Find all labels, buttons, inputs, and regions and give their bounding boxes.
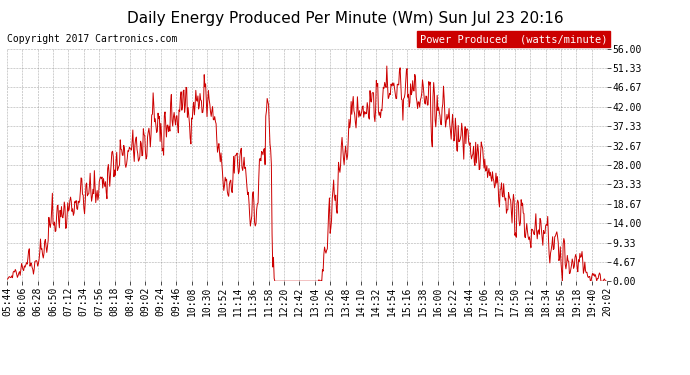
Text: Daily Energy Produced Per Minute (Wm) Sun Jul 23 20:16: Daily Energy Produced Per Minute (Wm) Su…: [127, 11, 563, 26]
Text: Power Produced  (watts/minute): Power Produced (watts/minute): [420, 34, 607, 44]
Text: Copyright 2017 Cartronics.com: Copyright 2017 Cartronics.com: [7, 34, 177, 44]
